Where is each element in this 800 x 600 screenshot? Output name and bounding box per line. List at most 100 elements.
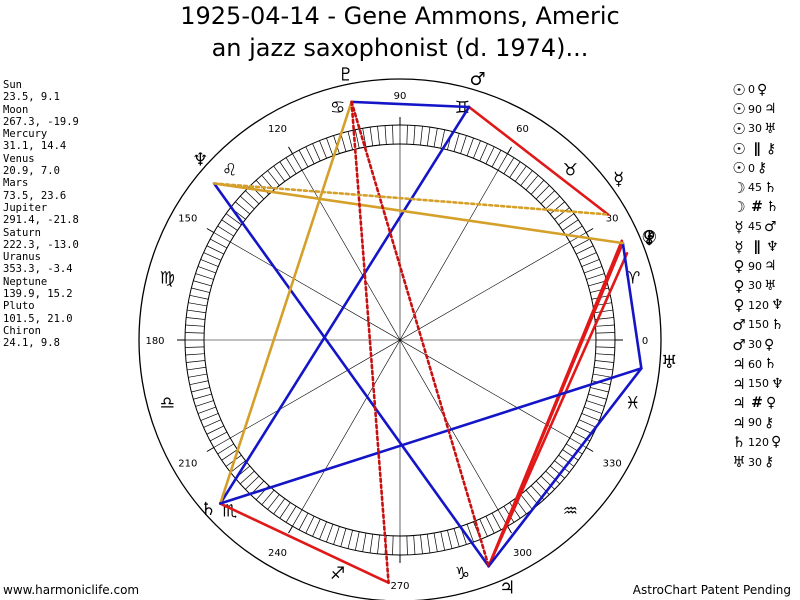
planet-name-jupiter: Jupiter xyxy=(3,201,48,214)
aspect-planet-1-icon: ♄ xyxy=(732,433,746,452)
degree-tick xyxy=(525,175,539,191)
degree-tick xyxy=(514,165,527,182)
degree-tick xyxy=(545,195,561,210)
aspect-planet-1-icon: ☉ xyxy=(732,80,746,99)
degree-tick xyxy=(213,437,231,448)
degree-tick xyxy=(186,360,206,363)
planet-name-mars: Mars xyxy=(3,177,29,190)
planet-name-chiron: Chiron xyxy=(3,324,41,337)
degree-tick xyxy=(210,431,228,442)
zodiac-sign-icon: ♓ xyxy=(625,393,640,413)
aspect-planet-1-icon: ☿ xyxy=(734,217,744,236)
aspect-angle: 45 xyxy=(748,220,762,234)
chart-title-line-1: 1925-04-14 - Gene Ammons, Americ xyxy=(180,2,620,30)
footer-website-link[interactable]: www.harmoniclife.com xyxy=(3,583,140,597)
degree-tick xyxy=(185,332,205,334)
aspect-line-neptune-jupiter xyxy=(212,182,490,568)
degree-tick xyxy=(413,125,416,145)
degree-tick xyxy=(535,185,550,200)
aspect-angle: 90 xyxy=(748,259,762,273)
aspect-planet-1-icon: ♅ xyxy=(732,453,746,472)
degree-tick xyxy=(540,190,555,205)
degree-tick xyxy=(189,380,209,386)
aspect-angle: 30 xyxy=(748,455,762,469)
aspect-line-chiron-jupiter xyxy=(487,239,624,568)
degree-label: 60 xyxy=(516,124,529,135)
degree-tick xyxy=(185,346,205,348)
aspect-planet-2-icon: ⚷ xyxy=(757,160,768,177)
zodiac-sign-icon: ♐ xyxy=(330,564,345,584)
outer-circle xyxy=(138,78,662,600)
degree-tick xyxy=(267,494,280,510)
degree-tick xyxy=(485,146,495,164)
aspect-row: ♂ 30 ♀ xyxy=(730,335,798,355)
aspect-planet-2-icon: ⚷ xyxy=(764,454,775,471)
degree-tick xyxy=(239,195,255,210)
degree-tick xyxy=(586,400,605,407)
aspect-angle: 120 xyxy=(748,298,769,312)
degree-tick xyxy=(590,387,609,393)
degree-label: 240 xyxy=(268,548,287,559)
chart-title-line-2: an jazz saxophonist (d. 1974)... xyxy=(211,34,589,62)
zodiac-sign-icon: ♒ xyxy=(563,501,578,521)
degree-tick xyxy=(273,498,286,515)
degree-tick xyxy=(479,518,488,537)
sign-divider-tick xyxy=(206,447,215,452)
aspect-angle: 120 xyxy=(748,435,769,449)
zodiac-sign-icon: ♋ xyxy=(330,98,345,118)
aspect-angle: 60 xyxy=(748,357,762,371)
degree-tick xyxy=(595,324,615,327)
planet-values-mercury: 31.1, 14.4 xyxy=(3,140,67,153)
degree-tick xyxy=(588,393,607,400)
aspect-planet-2-icon: ♄ xyxy=(764,179,777,196)
aspect-row: ♄ 120 ♀ xyxy=(730,433,798,453)
aspect-line-venus-jupiter xyxy=(487,252,629,568)
planet-name-sun: Sun xyxy=(3,79,22,91)
aspect-angle: 90 xyxy=(748,416,762,430)
zodiac-sign-icon: ♉ xyxy=(563,161,578,181)
degree-tick xyxy=(377,534,380,554)
degree-tick xyxy=(479,143,488,162)
degree-tick xyxy=(305,146,315,164)
aspect-row: ♀ 30 ♅ xyxy=(730,276,798,296)
aspect-planet-1-icon: ♃ xyxy=(732,355,746,374)
degree-tick xyxy=(581,413,600,421)
degree-tick xyxy=(186,317,206,320)
planet-name-mercury: Mercury xyxy=(3,128,48,141)
aspect-line-uranus-jupiter xyxy=(487,367,643,568)
degree-tick xyxy=(285,157,297,174)
planet-mercury-icon: ☿ xyxy=(613,169,624,190)
aspect-angle: 0 xyxy=(748,83,755,97)
degree-tick xyxy=(188,302,208,307)
degree-tick xyxy=(554,460,570,473)
planet-name-saturn: Saturn xyxy=(3,226,41,239)
aspect-angle: 90 xyxy=(748,102,762,116)
aspect-planet-2-icon: ♆ xyxy=(766,238,779,255)
degree-label: 210 xyxy=(178,459,197,470)
degree-tick xyxy=(525,489,539,505)
aspect-line-saturn-moon xyxy=(218,502,390,585)
degree-tick xyxy=(592,373,612,378)
planet-positions-list: Sun 23.5, 9.1 Moon 267.3, -19.9 Mercury 31.1,… xyxy=(3,79,79,350)
aspect-symbol: # xyxy=(751,395,763,412)
aspect-symbol: # xyxy=(751,199,763,216)
degree-tick xyxy=(245,475,260,490)
degree-tick xyxy=(326,137,334,156)
footer-patent-note: AstroChart Patent Pending xyxy=(632,583,791,597)
degree-label: 120 xyxy=(268,124,287,135)
degree-tick xyxy=(420,126,423,146)
degree-tick xyxy=(530,179,545,195)
sign-divider-tick xyxy=(507,525,512,534)
aspect-planet-2-icon: ⚷ xyxy=(764,414,775,431)
planet-values-moon: 267.3, -19.9 xyxy=(3,115,79,128)
degree-tick xyxy=(426,127,431,146)
aspect-planet-1-icon: ☉ xyxy=(732,159,746,178)
degree-tick xyxy=(347,530,353,549)
aspect-row: ♃ 150 ♆ xyxy=(730,374,798,394)
aspect-planet-2-icon: ♃ xyxy=(764,101,777,118)
degree-tick xyxy=(362,128,367,148)
aspect-planet-1-icon: ♀ xyxy=(733,296,745,315)
aspect-symbol: ∥ xyxy=(753,140,761,157)
degree-tick xyxy=(210,238,228,249)
degree-tick xyxy=(558,213,575,226)
